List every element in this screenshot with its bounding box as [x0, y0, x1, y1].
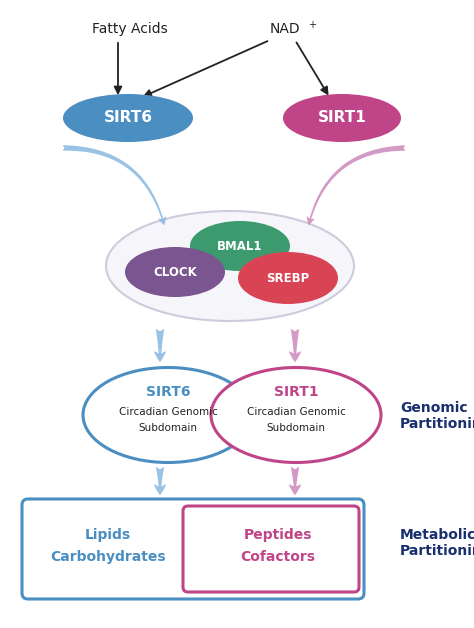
FancyArrowPatch shape [63, 145, 166, 225]
Text: Fatty Acids: Fatty Acids [92, 22, 168, 36]
FancyBboxPatch shape [22, 499, 364, 599]
Text: SIRT1: SIRT1 [273, 385, 319, 399]
Text: SIRT6: SIRT6 [146, 385, 190, 399]
Text: CLOCK: CLOCK [153, 266, 197, 278]
Ellipse shape [283, 94, 401, 142]
Ellipse shape [125, 247, 225, 297]
FancyBboxPatch shape [183, 506, 359, 592]
Text: SREBP: SREBP [266, 271, 310, 284]
Text: SIRT6: SIRT6 [103, 111, 153, 126]
FancyArrowPatch shape [289, 467, 301, 495]
Ellipse shape [83, 367, 253, 462]
Text: Partitioning: Partitioning [400, 417, 474, 431]
Text: NAD: NAD [270, 22, 301, 36]
Text: BMAL1: BMAL1 [217, 239, 263, 252]
Ellipse shape [106, 211, 354, 321]
Text: Genomic: Genomic [400, 401, 468, 415]
Ellipse shape [211, 367, 381, 462]
Ellipse shape [190, 221, 290, 271]
FancyArrowPatch shape [154, 467, 166, 495]
Text: Lipids: Lipids [85, 528, 131, 542]
Text: +: + [308, 20, 316, 30]
Ellipse shape [63, 94, 193, 142]
Text: Peptides: Peptides [244, 528, 312, 542]
FancyArrowPatch shape [289, 329, 301, 362]
Text: Subdomain: Subdomain [138, 423, 198, 433]
Text: Subdomain: Subdomain [266, 423, 326, 433]
Text: SIRT1: SIRT1 [318, 111, 366, 126]
Text: Circadian Genomic: Circadian Genomic [246, 407, 346, 417]
Ellipse shape [238, 252, 338, 304]
Text: Circadian Genomic: Circadian Genomic [118, 407, 218, 417]
Text: Metabolic: Metabolic [400, 528, 474, 542]
Text: Partitioning: Partitioning [400, 544, 474, 558]
Text: Cofactors: Cofactors [240, 550, 316, 564]
Text: Carbohydrates: Carbohydrates [50, 550, 166, 564]
FancyArrowPatch shape [154, 329, 166, 362]
FancyArrowPatch shape [307, 145, 405, 225]
